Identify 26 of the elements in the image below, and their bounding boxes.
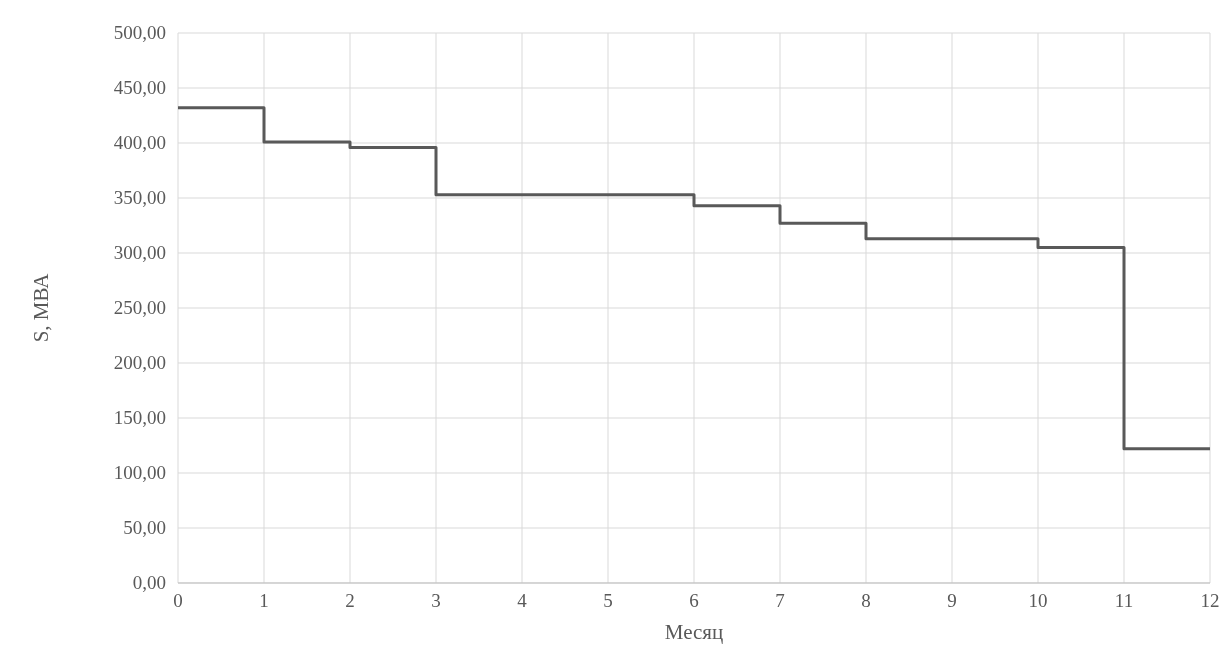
x-tick-label: 4 — [517, 590, 528, 611]
y-tick-label: 400,00 — [113, 132, 166, 153]
x-axis-title: Месяц — [664, 620, 724, 644]
y-tick-label: 450,00 — [113, 77, 166, 98]
x-tick-label: 3 — [431, 590, 441, 611]
x-tick-label: 11 — [1114, 590, 1134, 611]
x-tick-label: 10 — [1028, 590, 1048, 611]
x-tick-label: 12 — [1200, 590, 1220, 611]
y-tick-label: 500,00 — [113, 22, 166, 43]
x-tick-label: 8 — [861, 590, 871, 611]
x-tick-label: 5 — [603, 590, 613, 611]
x-tick-label: 1 — [259, 590, 269, 611]
x-tick-label: 2 — [345, 590, 355, 611]
x-tick-label: 6 — [689, 590, 699, 611]
y-tick-label: 250,00 — [113, 297, 166, 318]
y-tick-label: 300,00 — [113, 242, 166, 263]
x-tick-label: 9 — [947, 590, 957, 611]
x-tick-label: 0 — [173, 590, 183, 611]
y-tick-label: 0,00 — [132, 572, 166, 593]
y-axis-title: S, МВА — [29, 272, 53, 343]
y-tick-label: 150,00 — [113, 407, 166, 428]
y-tick-label: 200,00 — [113, 352, 166, 373]
x-tick-label: 7 — [775, 590, 785, 611]
y-tick-label: 50,00 — [123, 517, 166, 538]
y-tick-label: 350,00 — [113, 187, 166, 208]
y-tick-label: 100,00 — [113, 462, 166, 483]
